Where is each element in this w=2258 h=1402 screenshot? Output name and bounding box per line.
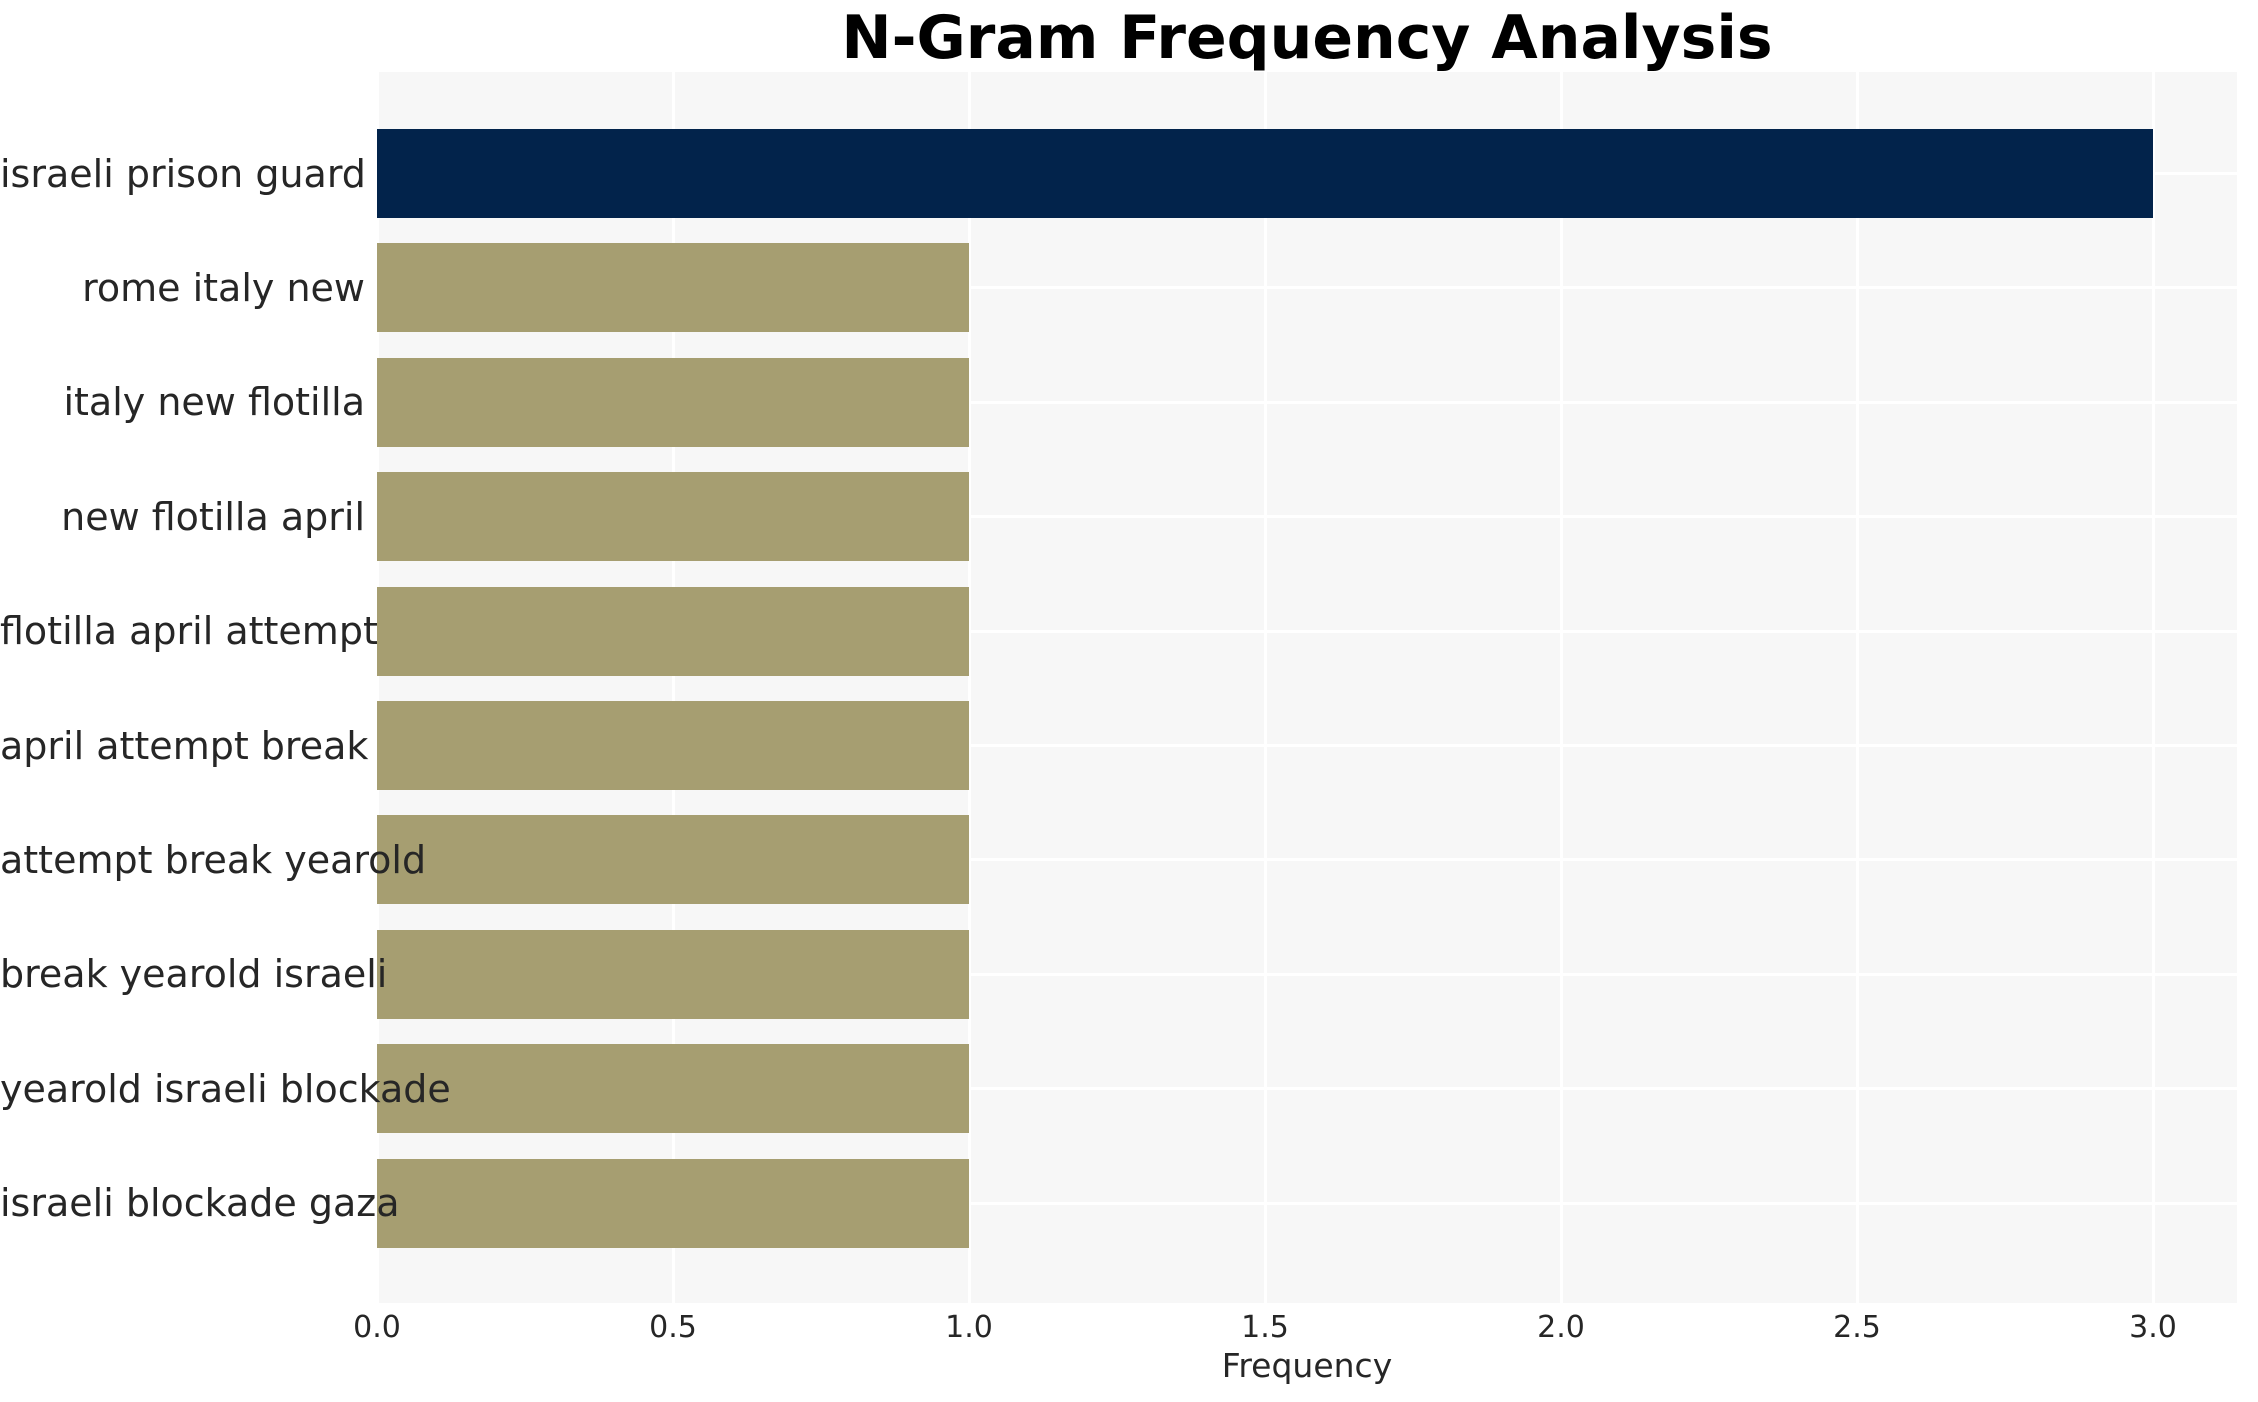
x-tick-label: 0.0: [353, 1310, 401, 1345]
y-tick-label: rome italy new: [82, 265, 365, 310]
gridline-vertical: [1559, 72, 1563, 1303]
x-tick-label: 2.5: [1833, 1310, 1881, 1345]
bar: [377, 129, 2153, 218]
gridline-horizontal: [377, 1201, 2237, 1205]
x-tick-label: 2.0: [1537, 1310, 1585, 1345]
gridline-horizontal: [377, 400, 2237, 404]
gridline-vertical: [2151, 72, 2155, 1303]
gridline-vertical: [1855, 72, 1859, 1303]
plot-area: [375, 72, 2237, 1303]
bar: [377, 357, 969, 447]
gridline-vertical: [671, 72, 675, 1303]
gridline-horizontal: [377, 629, 2237, 633]
x-tick-label: 1.5: [1241, 1310, 1289, 1345]
x-tick-label: 0.5: [649, 1310, 697, 1345]
bar: [377, 472, 969, 562]
y-tick-label: italy new flotilla: [63, 380, 365, 425]
y-tick-label: flotilla april attempt: [0, 609, 378, 654]
bar: [377, 586, 969, 676]
gridline-horizontal: [377, 286, 2237, 290]
gridline-vertical: [1263, 72, 1267, 1303]
y-tick-label: yearold israeli blockade: [0, 1066, 451, 1111]
y-tick-label: israeli prison guard: [0, 151, 366, 196]
bar: [377, 701, 969, 790]
gridline-horizontal: [377, 972, 2237, 976]
x-tick-label: 3.0: [2129, 1310, 2177, 1345]
bar: [377, 815, 969, 905]
gridline-horizontal: [377, 858, 2237, 862]
y-tick-label: april attempt break: [0, 723, 369, 768]
bar: [377, 1044, 969, 1134]
chart-title: N-Gram Frequency Analysis: [841, 3, 1773, 73]
gridline-horizontal: [377, 515, 2237, 519]
y-tick-label: israeli blockade gaza: [0, 1181, 400, 1226]
x-tick-label: 1.0: [945, 1310, 993, 1345]
bar: [377, 243, 969, 333]
y-tick-label: attempt break yearold: [0, 837, 427, 882]
gridline-horizontal: [377, 1087, 2237, 1091]
gridline-vertical: [375, 72, 379, 1303]
x-axis-label: Frequency: [1221, 1346, 1393, 1385]
y-tick-label: break yearold israeli: [0, 952, 388, 997]
gridline-horizontal: [377, 744, 2237, 747]
y-tick-label: new flotilla april: [61, 494, 365, 539]
bar: [377, 929, 969, 1019]
gridline-vertical: [967, 72, 971, 1303]
bar: [377, 1158, 969, 1248]
